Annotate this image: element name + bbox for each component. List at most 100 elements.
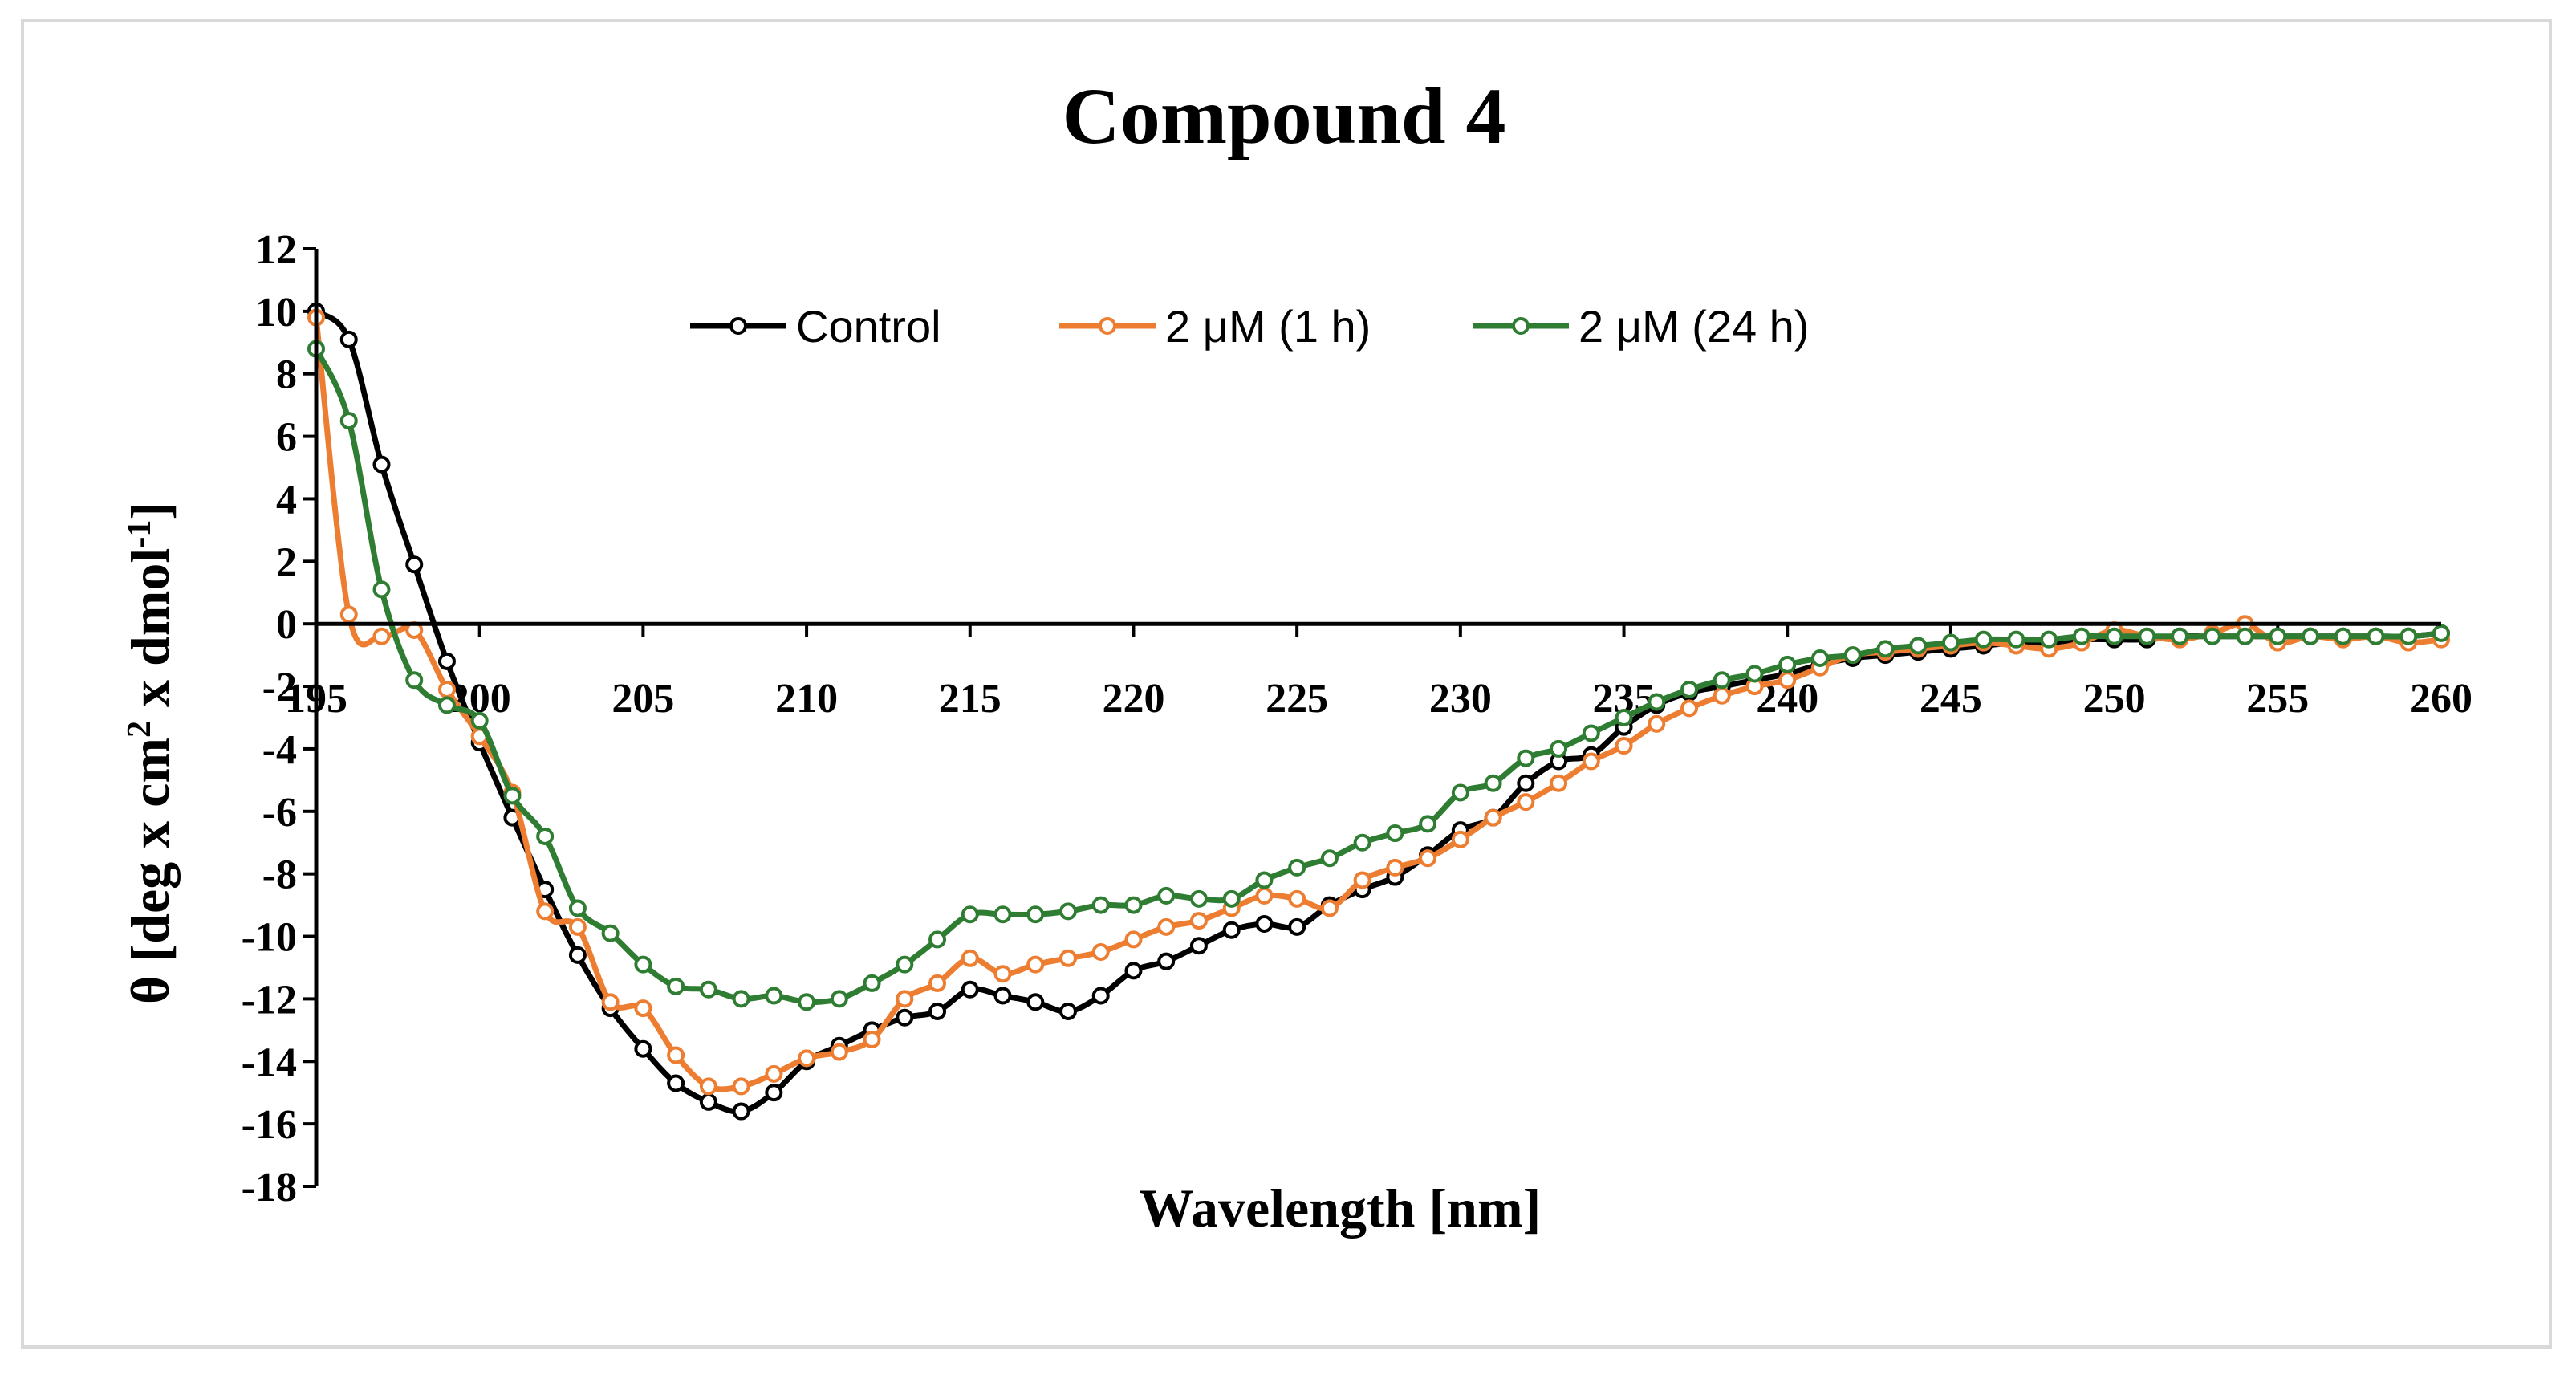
data-point xyxy=(405,671,424,690)
data-point xyxy=(1810,649,1829,668)
data-point xyxy=(1288,917,1306,936)
x-tick-label: 220 xyxy=(1102,676,1164,722)
data-point xyxy=(1484,808,1502,827)
data-point xyxy=(732,1077,750,1096)
data-point xyxy=(2007,630,2025,649)
y-tick-label: -16 xyxy=(242,1102,297,1148)
data-point xyxy=(993,987,1012,1005)
data-point xyxy=(1843,646,1862,665)
data-point xyxy=(372,580,391,599)
y-axis-title: θ [deg x cm2 x dmol-1] xyxy=(120,502,181,1004)
y-axis-title-sup1: 2 xyxy=(121,721,158,738)
data-point xyxy=(1157,917,1176,936)
y-tick-label: 10 xyxy=(255,290,297,336)
data-point xyxy=(372,455,391,474)
legend: Control 2 μM (1 h) 2 μM (24 h) xyxy=(690,301,1809,352)
data-point xyxy=(667,977,685,995)
x-tick-label: 245 xyxy=(1920,676,1982,722)
data-point xyxy=(1550,739,1568,758)
data-point xyxy=(1157,952,1176,970)
data-point xyxy=(1189,937,1208,955)
y-tick-label: 8 xyxy=(276,352,297,398)
data-point xyxy=(1058,1002,1077,1020)
data-point xyxy=(503,787,522,805)
data-point xyxy=(2334,627,2352,645)
data-point xyxy=(1386,824,1404,843)
data-point xyxy=(1582,752,1600,771)
data-point xyxy=(798,1049,816,1068)
data-point xyxy=(2399,627,2418,645)
data-point xyxy=(2138,627,2156,645)
x-tick-label: 215 xyxy=(939,676,1002,722)
chart-title: Compound 4 xyxy=(1062,71,1506,161)
x-tick-label: 230 xyxy=(1429,676,1492,722)
data-point xyxy=(2302,627,2320,645)
series-3 xyxy=(307,340,2450,1011)
data-point xyxy=(1648,693,1666,711)
y-tick-label: -2 xyxy=(262,665,297,710)
data-point xyxy=(896,990,914,1008)
data-point xyxy=(667,1074,685,1092)
y-axis-ticks: 12 10 8 6 4 2 0 -2 -4 -6 -8 -10 -12 -14 -16 -18 xyxy=(242,227,316,1210)
data-point xyxy=(1091,943,1110,961)
data-point xyxy=(1222,921,1241,939)
chart-frame: Compound 4 12 10 8 6 4 2 0 -2 -4 -6 -8 -10 -12 -14 -16… xyxy=(21,19,2552,1349)
data-point xyxy=(1091,896,1110,914)
data-point xyxy=(1974,630,1993,649)
data-point xyxy=(1778,671,1797,690)
data-point xyxy=(863,1031,881,1049)
axes xyxy=(314,249,2441,1186)
legend-label: 2 μM (24 h) xyxy=(1579,301,1809,352)
data-point xyxy=(2236,627,2254,645)
x-tick-label: 205 xyxy=(611,676,674,722)
data-point xyxy=(1615,709,1633,726)
y-tick-label: 6 xyxy=(276,415,297,461)
data-point xyxy=(732,990,750,1008)
data-point xyxy=(1058,902,1077,921)
data-point xyxy=(1517,749,1535,767)
data-point xyxy=(928,1002,947,1020)
x-tick-label: 260 xyxy=(2410,676,2472,722)
data-point xyxy=(928,974,947,992)
data-point xyxy=(732,1102,750,1121)
data-point xyxy=(1124,896,1143,914)
cd-spectrum-chart: Compound 4 121086420-2-4-6-8-10-12-14-16… xyxy=(120,71,2472,1239)
y-axis-title-mid: x dmol xyxy=(120,548,181,721)
data-point xyxy=(2432,624,2450,642)
data-point xyxy=(1648,714,1666,733)
data-point xyxy=(1909,637,1928,655)
data-point xyxy=(536,827,555,845)
data-point xyxy=(1713,686,1731,705)
data-point xyxy=(2269,627,2287,645)
data-point xyxy=(1189,889,1208,908)
y-tick-label: 0 xyxy=(276,602,297,648)
data-point xyxy=(1419,815,1437,833)
x-tick-label: 225 xyxy=(1266,676,1328,722)
data-point xyxy=(798,993,816,1011)
data-point xyxy=(1091,987,1110,1005)
data-point xyxy=(1778,655,1797,673)
data-point xyxy=(1026,905,1045,924)
data-point xyxy=(961,980,979,999)
data-point xyxy=(1582,724,1600,742)
x-axis-ticks: 195 200 205 210 215 220 225 230 235 240 245 250 255 2… xyxy=(285,624,2472,722)
data-point xyxy=(2203,627,2221,645)
y-tick-label: -18 xyxy=(242,1165,297,1210)
data-point xyxy=(1157,886,1176,905)
series-layer xyxy=(307,302,2450,1121)
legend-label: 2 μM (1 h) xyxy=(1165,301,1371,352)
data-point xyxy=(1255,914,1274,933)
data-point xyxy=(699,1092,717,1111)
data-point xyxy=(372,627,391,645)
data-point xyxy=(1419,849,1437,868)
data-point xyxy=(634,999,652,1018)
data-point xyxy=(699,980,717,999)
data-point xyxy=(601,924,620,942)
data-point xyxy=(601,993,620,1011)
data-point xyxy=(405,555,424,574)
data-point xyxy=(699,1077,717,1096)
legend-label: Control xyxy=(796,301,941,352)
x-axis-title: Wavelength [nm] xyxy=(1140,1178,1542,1239)
data-point xyxy=(1255,871,1274,889)
y-axis-title-sup2: -1 xyxy=(121,520,158,548)
